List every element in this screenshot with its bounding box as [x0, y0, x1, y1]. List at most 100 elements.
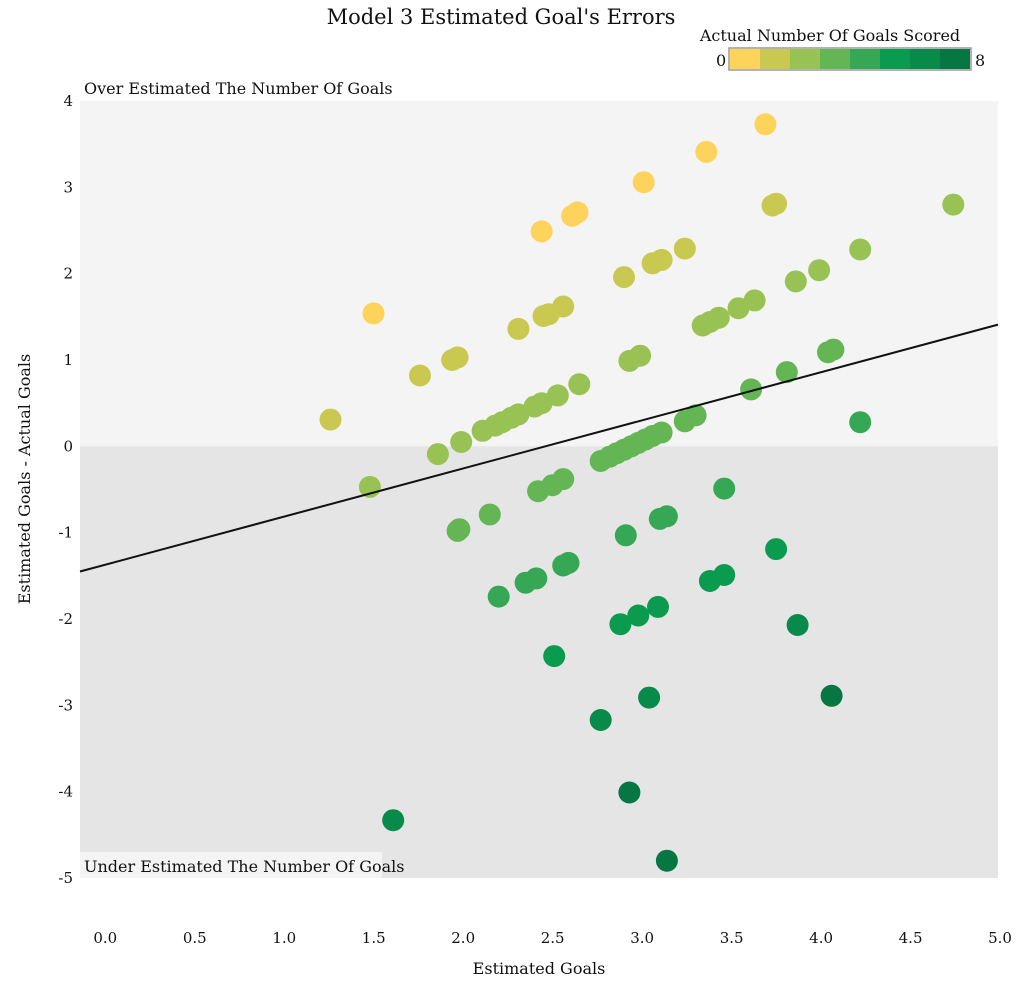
data-point	[614, 524, 637, 547]
data-point	[655, 849, 678, 872]
data-point	[543, 645, 566, 668]
data-point	[673, 237, 696, 260]
data-point	[817, 341, 839, 364]
x-tick-label: 3.5	[720, 929, 744, 947]
x-tick-label: 4.0	[809, 929, 833, 947]
y-axis-title: Estimated Goals - Actual Goals	[15, 354, 34, 605]
data-point	[632, 171, 655, 194]
data-point	[514, 571, 537, 594]
y-tick-label: 3	[63, 178, 73, 196]
under-estimated-label-background	[80, 852, 382, 878]
data-point	[695, 140, 718, 163]
legend-swatch	[730, 49, 760, 69]
legend-min-label: 0	[716, 51, 726, 70]
x-tick-label: 1.5	[362, 929, 386, 947]
data-point	[609, 613, 632, 636]
y-tick-label: 4	[63, 92, 73, 110]
data-point	[552, 554, 575, 577]
legend-frame	[728, 47, 972, 71]
x-axis-title: Estimated Goals	[473, 959, 606, 978]
data-point	[487, 585, 510, 608]
data-point	[471, 419, 494, 442]
under-estimated-region	[80, 446, 998, 878]
y-axis-ticks: 4 3 2 1 0 -1 -2 -3 -4 -5	[58, 92, 73, 887]
data-point	[740, 378, 763, 401]
data-point	[641, 252, 664, 275]
x-tick-label: 0.5	[183, 929, 207, 947]
data-point	[507, 317, 530, 340]
legend-swatch	[910, 49, 940, 69]
data-point	[478, 503, 501, 526]
data-point	[786, 614, 809, 636]
over-estimated-region	[80, 101, 998, 447]
legend-swatch	[880, 49, 910, 69]
y-tick-label: -1	[58, 524, 73, 542]
y-tick-label: 1	[63, 351, 73, 369]
legend-title: Actual Number Of Goals Scored	[699, 26, 960, 45]
legend-swatch	[820, 49, 850, 69]
data-point	[691, 314, 714, 337]
chart-title: Model 3 Estimated Goal's Errors	[327, 5, 676, 29]
data-point	[627, 604, 650, 627]
data-point	[589, 709, 612, 731]
data-point	[382, 809, 405, 832]
data-point	[532, 305, 555, 327]
data-point	[849, 238, 872, 261]
trend-line	[79, 323, 999, 573]
data-point	[673, 410, 696, 433]
x-tick-label: 3.0	[630, 929, 654, 947]
data-point	[727, 297, 750, 320]
data-point	[527, 480, 550, 503]
data-point	[362, 302, 385, 325]
data-point	[648, 507, 671, 530]
data-point	[568, 373, 591, 396]
data-point	[765, 538, 788, 561]
y-tick-label: -4	[58, 783, 73, 801]
data-point	[589, 450, 612, 472]
data-point	[784, 270, 807, 293]
data-point	[698, 570, 721, 592]
legend-color-scale	[728, 47, 972, 71]
data-point	[613, 266, 635, 289]
data-point	[426, 443, 449, 466]
data-point	[618, 781, 641, 804]
data-point	[849, 411, 872, 434]
data-point	[618, 349, 641, 372]
x-tick-label: 2.5	[541, 929, 565, 947]
x-axis-ticks: 0.0 0.5 1.0 1.5 2.0 2.5 3.0 3.5 4.0 4.5 5.0	[93, 929, 1012, 947]
data-point	[561, 204, 584, 227]
data-point	[942, 193, 965, 216]
data-point	[761, 194, 784, 217]
data-point	[409, 364, 431, 387]
data-point	[820, 684, 843, 707]
legend-swatch	[940, 49, 970, 69]
data-point	[638, 686, 661, 709]
over-estimated-label: Over Estimated The Number Of Goals	[84, 79, 393, 98]
data-point	[775, 361, 798, 384]
legend-swatch	[760, 49, 790, 69]
x-tick-label: 2.0	[451, 929, 475, 947]
y-tick-label: -2	[58, 610, 73, 628]
y-tick-label: -3	[58, 696, 73, 714]
data-point	[808, 259, 831, 282]
data-point	[713, 477, 736, 500]
legend-swatch	[790, 49, 820, 69]
under-estimated-label: Under Estimated The Number Of Goals	[84, 857, 404, 876]
y-tick-label: -5	[58, 869, 73, 887]
x-tick-label: 0.0	[93, 929, 117, 947]
data-point	[441, 349, 464, 371]
data-points	[319, 113, 965, 872]
data-point	[319, 408, 342, 431]
y-tick-label: 0	[63, 437, 73, 455]
data-point	[754, 113, 777, 136]
y-tick-label: 2	[63, 265, 73, 283]
data-point	[647, 595, 669, 618]
legend: Actual Number Of Goals Scored 0 8	[699, 26, 985, 71]
data-point	[446, 519, 469, 542]
data-point	[450, 431, 473, 453]
legend-max-label: 8	[975, 51, 985, 70]
x-tick-label: 5.0	[988, 929, 1012, 947]
x-tick-label: 1.0	[272, 929, 296, 947]
data-point	[530, 220, 553, 243]
